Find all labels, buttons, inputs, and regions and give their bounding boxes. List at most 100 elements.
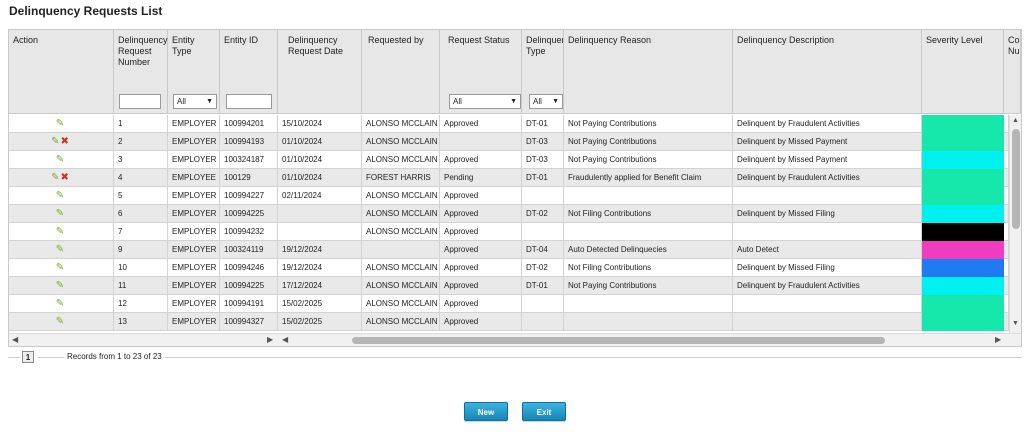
page-button[interactable]: 1 xyxy=(22,351,34,363)
col-header-request-status[interactable]: Request Status xyxy=(440,30,522,114)
cell-entity-type: EMPLOYEE xyxy=(168,169,220,187)
col-header-delinquency-reason[interactable]: Delinquency Reason xyxy=(564,30,733,114)
scroll-left-icon[interactable]: ◀ xyxy=(282,335,289,344)
cell-request-status: Approved xyxy=(440,223,522,241)
col-header-delinquency-description[interactable]: Delinquency Description xyxy=(733,30,922,114)
filter-entity-type[interactable]: All ▼ xyxy=(173,94,217,109)
cell-request-number: 6 xyxy=(114,205,168,223)
scroll-up-icon[interactable]: ▲ xyxy=(1012,117,1019,124)
divider xyxy=(38,357,1022,358)
cell-request-status: Approved xyxy=(440,313,522,331)
cell-request-number: 1 xyxy=(114,115,168,133)
cell-action: ✎ xyxy=(9,151,114,169)
action-icons: ✎ xyxy=(45,208,75,220)
cell-delinquency-type: DT-02 xyxy=(522,205,564,223)
cell-requested-by: ALONSO MCCLAIN xyxy=(362,133,440,151)
action-icons: ✎ ✖ xyxy=(45,172,75,184)
scroll-left-icon[interactable]: ◀ xyxy=(12,335,19,344)
cell-requested-by: ALONSO MCCLAIN xyxy=(362,295,440,313)
cell-request-date: 01/10/2024 xyxy=(278,133,362,151)
cell-delinquency-reason: Not Filing Contributions xyxy=(564,259,733,277)
page-title: Delinquency Requests List xyxy=(9,4,163,18)
chevron-down-icon: ▼ xyxy=(510,98,517,105)
col-header-action[interactable]: Action xyxy=(9,30,114,114)
cell-entity-type: EMPLOYER xyxy=(168,259,220,277)
edit-icon[interactable]: ✎ xyxy=(55,154,65,165)
table-row[interactable]: ✎ 9 EMPLOYER 100324119 19/12/2024 Approved DT-… xyxy=(9,241,1009,259)
exit-button[interactable]: Exit xyxy=(522,402,566,421)
table-row[interactable]: ✎ 1 EMPLOYER 100994201 15/10/2024 ALONSO MCCL… xyxy=(9,115,1009,133)
cell-delinquency-type xyxy=(522,223,564,241)
edit-icon[interactable]: ✎ xyxy=(55,190,65,201)
new-button[interactable]: New xyxy=(464,402,508,421)
requests-grid: Action Delinquency Request Number Entity… xyxy=(8,29,1022,347)
scroll-right-icon[interactable]: ▶ xyxy=(995,335,1002,344)
cell-delinquency-type: DT-01 xyxy=(522,277,564,295)
cell-co-nu xyxy=(1004,223,1009,241)
cell-request-date: 15/10/2024 xyxy=(278,115,362,133)
table-row[interactable]: ✎ 6 EMPLOYER 100994225 ALONSO MCCLAIN Approve… xyxy=(9,205,1009,223)
table-row[interactable]: ✎ 11 EMPLOYER 100994225 17/12/2024 ALONSO MCC… xyxy=(9,277,1009,295)
delete-icon[interactable]: ✖ xyxy=(60,136,69,147)
cell-action: ✎ xyxy=(9,205,114,223)
cell-co-nu xyxy=(1004,205,1009,223)
table-row[interactable]: ✎ 5 EMPLOYER 100994227 02/11/2024 ALONSO MCCL… xyxy=(9,187,1009,205)
table-row[interactable]: ✎ 3 EMPLOYER 100324187 01/10/2024 ALONSO MCCL… xyxy=(9,151,1009,169)
cell-delinquency-description: Delinquent by Missed Filing xyxy=(733,259,922,277)
edit-icon[interactable]: ✎ xyxy=(55,262,65,273)
delete-icon[interactable]: ✖ xyxy=(60,172,69,183)
scroll-down-icon[interactable]: ▼ xyxy=(1012,320,1019,327)
col-header-requested-by[interactable]: Requested by xyxy=(362,30,440,114)
col-header-severity-level[interactable]: Severity Level xyxy=(922,30,1004,114)
cell-request-status: Approved xyxy=(440,259,522,277)
cell-delinquency-reason: Not Paying Contributions xyxy=(564,115,733,133)
cell-request-status: Approved xyxy=(440,205,522,223)
filter-delinquency-type[interactable]: All ▼ xyxy=(529,94,563,109)
cell-action: ✎ xyxy=(9,223,114,241)
vertical-scroll-thumb[interactable] xyxy=(1012,129,1020,229)
cell-action: ✎ ✖ xyxy=(9,169,114,187)
cell-requested-by: ALONSO MCCLAIN xyxy=(362,223,440,241)
table-row[interactable]: ✎ ✖ 2 EMPLOYER 100994193 01/10/2024 ALONSO MCC… xyxy=(9,133,1009,151)
table-row[interactable]: ✎ 10 EMPLOYER 100994246 19/12/2024 ALONSO MCC… xyxy=(9,259,1009,277)
edit-icon[interactable]: ✎ xyxy=(55,118,65,129)
edit-icon[interactable]: ✎ xyxy=(55,244,65,255)
table-row[interactable]: ✎ ✖ 4 EMPLOYEE 100129 01/10/2024 FOREST HARRIS… xyxy=(9,169,1009,187)
vertical-scrollbar[interactable]: ▲ ▼ xyxy=(1009,115,1021,333)
edit-icon[interactable]: ✎ xyxy=(55,316,65,327)
table-row[interactable]: ✎ 13 EMPLOYER 100994327 15/02/2025 ALONSO MCC… xyxy=(9,313,1009,331)
col-header-entity-id[interactable]: Entity ID xyxy=(220,30,278,114)
filter-entity-id[interactable] xyxy=(226,94,272,109)
edit-icon[interactable]: ✎ xyxy=(51,136,60,147)
cell-co-nu xyxy=(1004,259,1009,277)
col-header-delinquency-type[interactable]: Delinquency Type xyxy=(522,30,564,114)
filter-request-number[interactable] xyxy=(119,94,161,109)
cell-delinquency-description: Delinquent by Fraudulent Activities xyxy=(733,115,922,133)
edit-icon[interactable]: ✎ xyxy=(51,172,60,183)
severity-level-swatch xyxy=(922,187,1004,205)
col-header-request-date[interactable]: Delinquency Request Date xyxy=(278,30,362,114)
cell-delinquency-type xyxy=(522,313,564,331)
filter-request-status[interactable]: All ▼ xyxy=(449,94,521,109)
cell-request-number: 7 xyxy=(114,223,168,241)
horizontal-scrollbar[interactable]: ◀ ▶ ◀ ▶ xyxy=(9,333,1021,346)
horizontal-scroll-thumb[interactable] xyxy=(352,337,885,344)
cell-requested-by: ALONSO MCCLAIN xyxy=(362,205,440,223)
col-header-entity-type[interactable]: Entity Type xyxy=(168,30,220,114)
cell-delinquency-description xyxy=(733,223,922,241)
scroll-right-icon[interactable]: ▶ xyxy=(267,335,274,344)
edit-icon[interactable]: ✎ xyxy=(55,298,65,309)
severity-level-swatch xyxy=(922,295,1004,313)
edit-icon[interactable]: ✎ xyxy=(55,208,65,219)
col-header-request-number[interactable]: Delinquency Request Number xyxy=(114,30,168,114)
cell-request-number: 10 xyxy=(114,259,168,277)
col-header-co-nu[interactable]: Co Nu xyxy=(1004,30,1021,114)
edit-icon[interactable]: ✎ xyxy=(55,280,65,291)
cell-requested-by: ALONSO MCCLAIN xyxy=(362,151,440,169)
cell-request-date: 02/11/2024 xyxy=(278,187,362,205)
cell-request-date: 15/02/2025 xyxy=(278,313,362,331)
edit-icon[interactable]: ✎ xyxy=(55,226,65,237)
table-row[interactable]: ✎ 12 EMPLOYER 100994191 15/02/2025 ALONSO MCC… xyxy=(9,295,1009,313)
table-row[interactable]: ✎ 7 EMPLOYER 100994232 ALONSO MCCLAIN Approve… xyxy=(9,223,1009,241)
cell-entity-type: EMPLOYER xyxy=(168,241,220,259)
